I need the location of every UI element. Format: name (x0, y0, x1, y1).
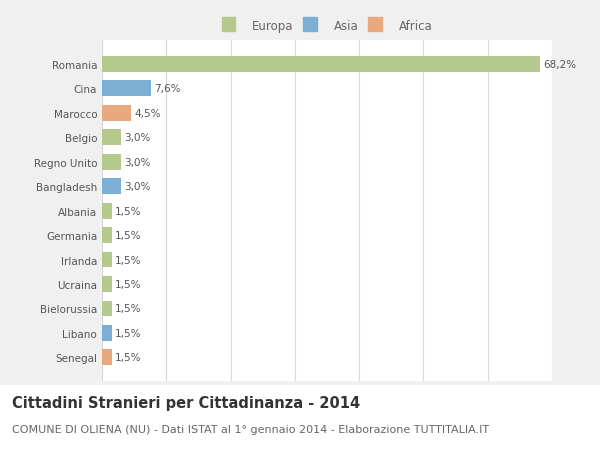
Text: COMUNE DI OLIENA (NU) - Dati ISTAT al 1° gennaio 2014 - Elaborazione TUTTITALIA.: COMUNE DI OLIENA (NU) - Dati ISTAT al 1°… (12, 425, 489, 435)
Text: 7,6%: 7,6% (154, 84, 181, 94)
Text: 3,0%: 3,0% (125, 157, 151, 168)
Bar (102, 301, 112, 317)
Bar (102, 228, 112, 243)
Bar (102, 154, 121, 170)
Bar (102, 350, 112, 365)
Text: 1,5%: 1,5% (115, 230, 142, 241)
Bar (102, 252, 112, 268)
Text: 68,2%: 68,2% (544, 60, 577, 70)
Bar (102, 325, 112, 341)
Text: 3,0%: 3,0% (125, 133, 151, 143)
Text: 3,0%: 3,0% (125, 182, 151, 192)
Text: 1,5%: 1,5% (115, 353, 142, 363)
Text: 1,5%: 1,5% (115, 255, 142, 265)
Text: 4,5%: 4,5% (134, 108, 161, 118)
Text: 1,5%: 1,5% (115, 328, 142, 338)
Bar (102, 276, 112, 292)
Text: 1,5%: 1,5% (115, 304, 142, 314)
Bar (102, 130, 121, 146)
Text: Cittadini Stranieri per Cittadinanza - 2014: Cittadini Stranieri per Cittadinanza - 2… (12, 395, 360, 410)
Bar (102, 179, 121, 195)
Bar (102, 203, 112, 219)
Legend: Europa, Asia, Africa: Europa, Asia, Africa (221, 20, 433, 33)
Bar (102, 81, 151, 97)
Bar (102, 106, 131, 122)
Text: 1,5%: 1,5% (115, 206, 142, 216)
Text: 1,5%: 1,5% (115, 280, 142, 289)
Bar (102, 57, 541, 73)
